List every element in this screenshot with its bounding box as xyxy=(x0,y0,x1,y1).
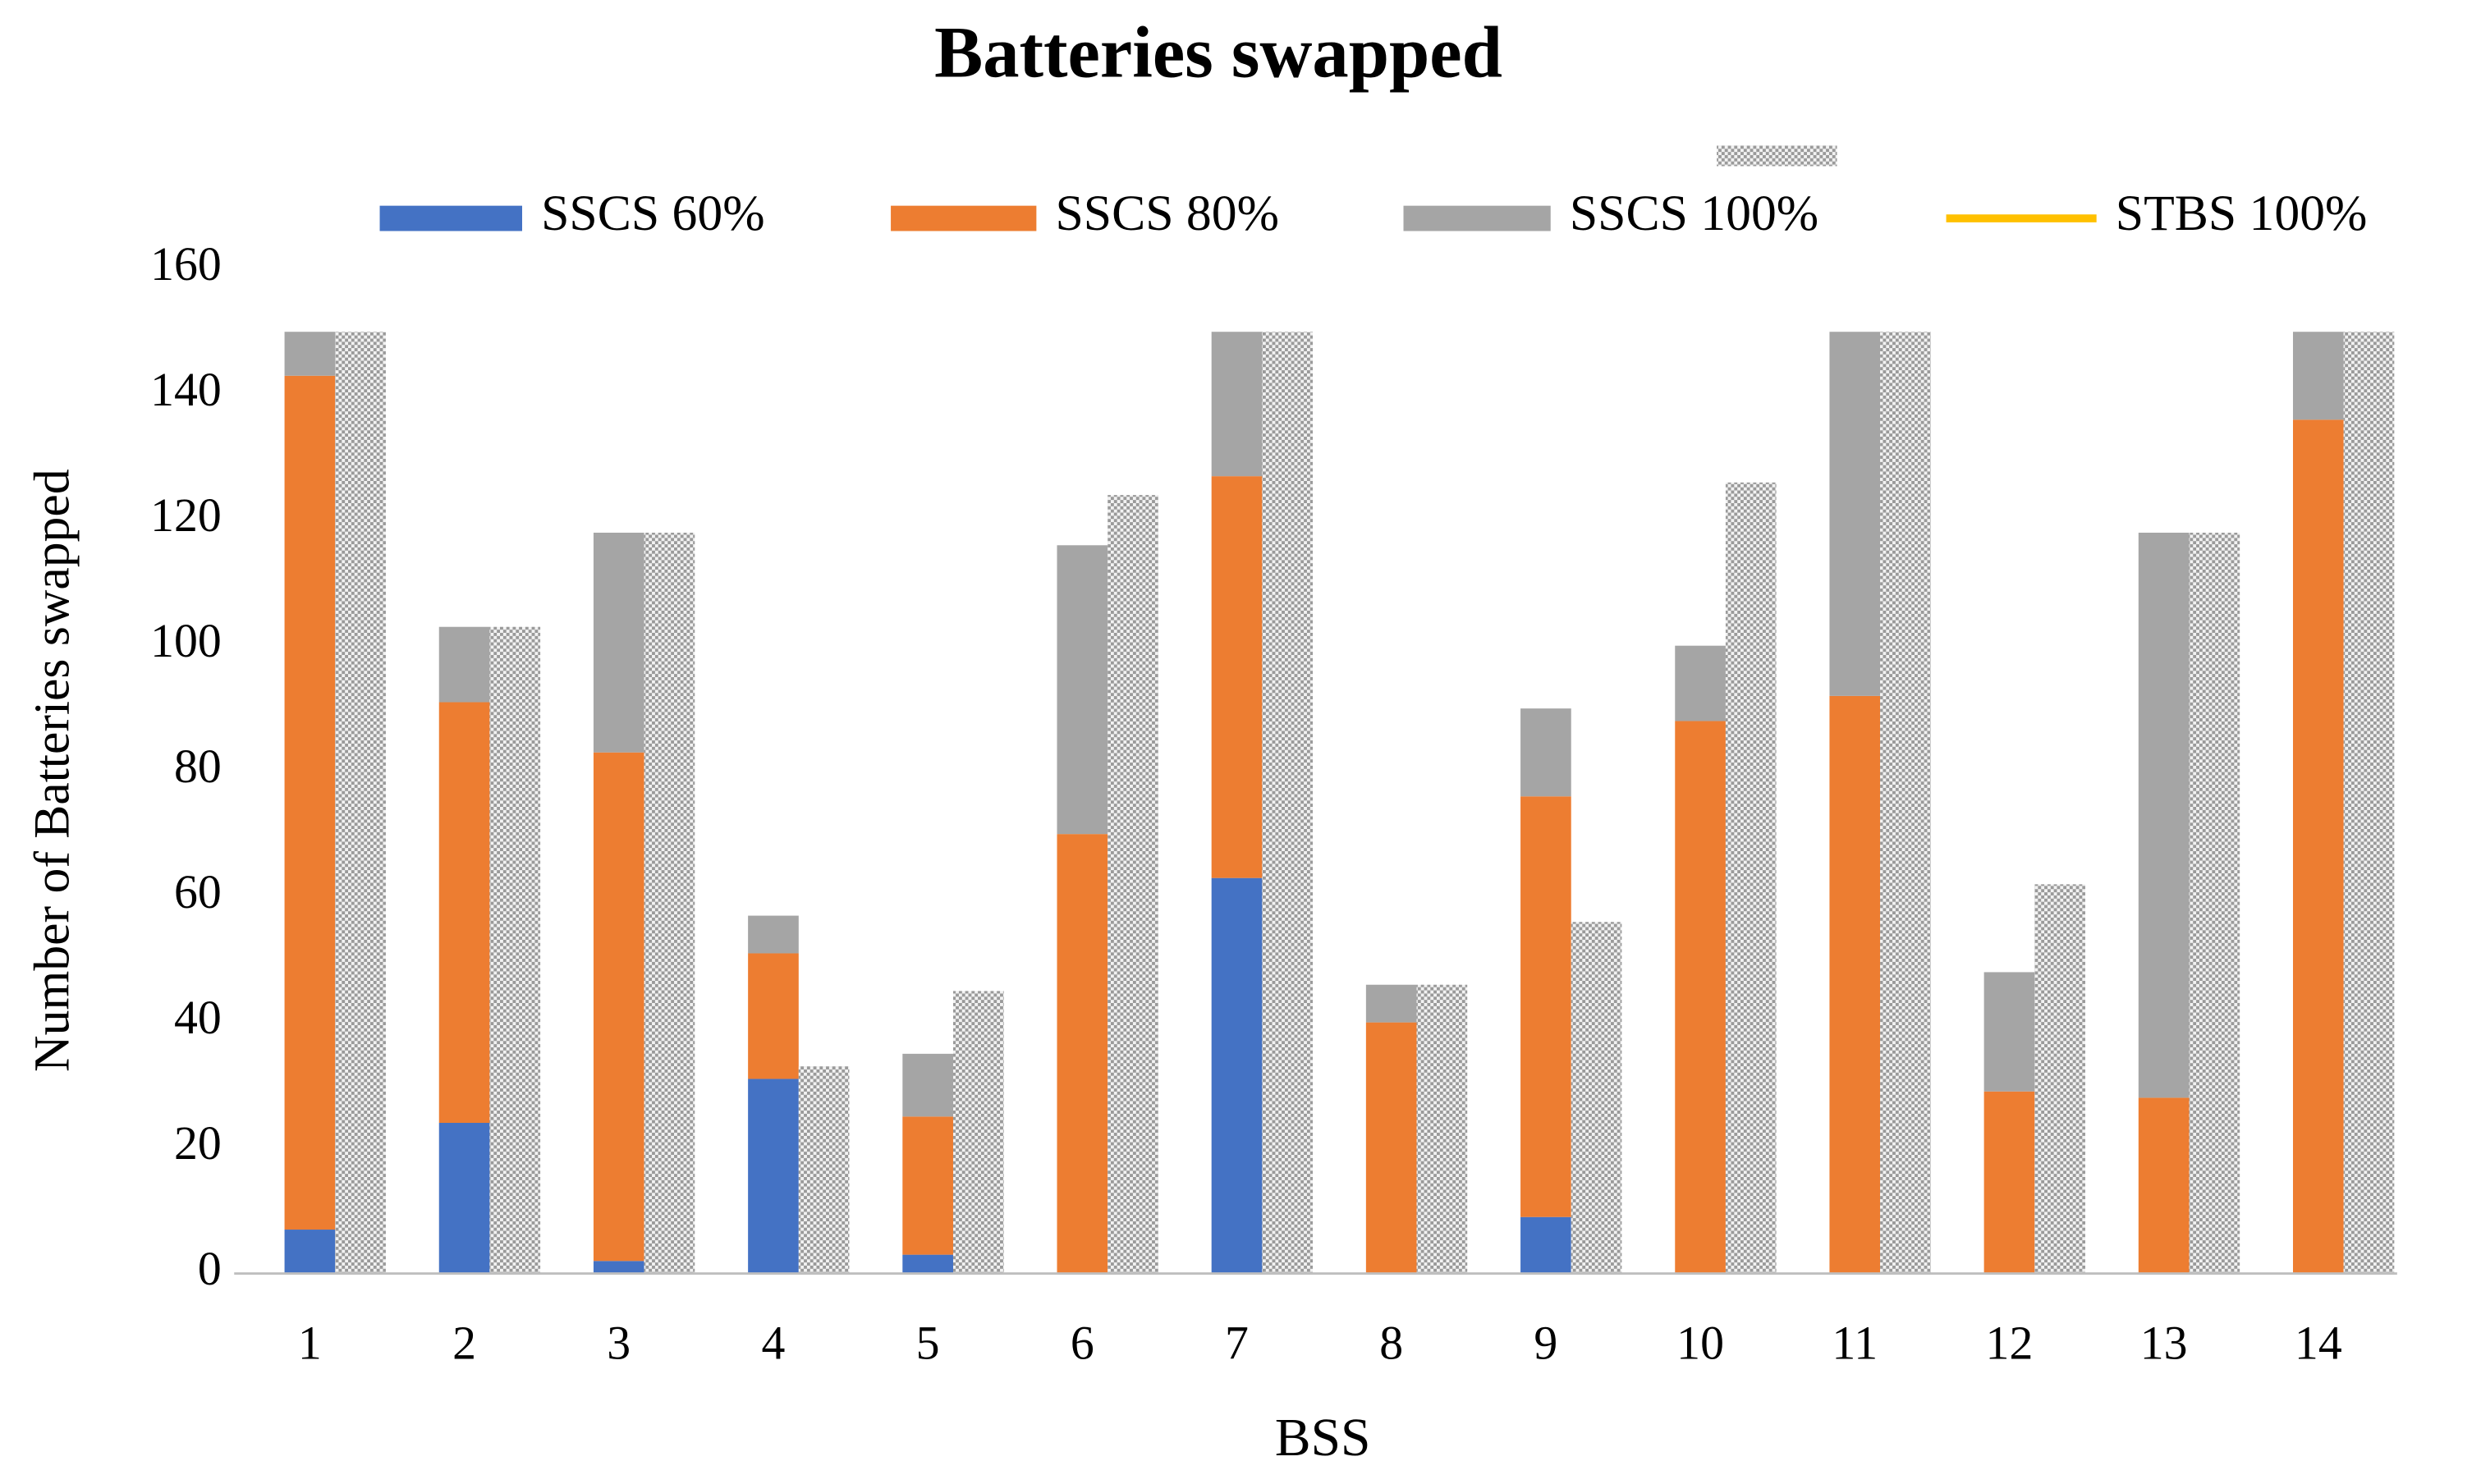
x-tick-label: 4 xyxy=(762,1316,786,1369)
bar-segment xyxy=(1211,476,1263,878)
bar-segment xyxy=(1416,984,1468,1274)
bar-segment xyxy=(438,1122,490,1274)
bar-segment xyxy=(2292,332,2344,420)
y-tick-label: 40 xyxy=(174,991,222,1044)
x-tick-label: 11 xyxy=(1832,1316,1878,1369)
bar-segment xyxy=(2189,532,2240,1274)
x-tick-label: 7 xyxy=(1225,1316,1249,1369)
bar-segment xyxy=(644,532,695,1274)
bar-segment xyxy=(593,1261,644,1274)
bar-segment xyxy=(1057,834,1108,1274)
bar-segment xyxy=(902,1053,953,1117)
x-tick-label: 2 xyxy=(452,1316,476,1369)
x-tick-label: 1 xyxy=(298,1316,322,1369)
bar-segment xyxy=(335,332,386,1274)
x-tick-label: 3 xyxy=(607,1316,631,1369)
x-tick-label: 13 xyxy=(2140,1316,2188,1369)
bar-segment xyxy=(438,626,490,703)
x-tick-label: 5 xyxy=(916,1316,940,1369)
bar-segment xyxy=(1725,482,1777,1274)
bar-segment xyxy=(902,1116,953,1255)
bar-segment xyxy=(593,532,644,753)
bar-segment xyxy=(1211,877,1263,1274)
bar-segment xyxy=(2138,1097,2190,1274)
x-tick-label: 10 xyxy=(1676,1316,1724,1369)
bar-segment xyxy=(2138,532,2190,1098)
legend-swatch xyxy=(379,205,523,231)
x-axis-label: BSS xyxy=(1275,1408,1371,1468)
y-tick-label: 60 xyxy=(174,865,222,918)
bar-segment xyxy=(2292,419,2344,1274)
x-tick-label: 12 xyxy=(1986,1316,2034,1369)
x-tick-label: 9 xyxy=(1534,1316,1557,1369)
bar-segment xyxy=(1829,332,1881,696)
bar-segment xyxy=(1520,1216,1571,1274)
bar-segment xyxy=(2343,332,2395,1274)
bar-segment xyxy=(284,332,336,376)
y-tick-label: 120 xyxy=(150,488,222,542)
y-tick-label: 140 xyxy=(150,363,222,416)
bar-segment xyxy=(1675,721,1726,1274)
bar-segment xyxy=(902,1254,953,1274)
legend-label: STBS 100% xyxy=(2116,186,2368,241)
bar-segment xyxy=(1880,332,1931,1274)
bar-segment xyxy=(593,752,644,1262)
bar-segment xyxy=(1571,922,1622,1274)
bar-segment xyxy=(1365,984,1417,1023)
bar-segment xyxy=(1262,332,1314,1274)
bar-segment xyxy=(748,915,799,954)
bar-segment xyxy=(1829,695,1881,1274)
y-tick-label: 20 xyxy=(174,1116,222,1170)
x-tick-label: 14 xyxy=(2295,1316,2342,1369)
legend-swatch xyxy=(891,205,1037,231)
y-tick-label: 0 xyxy=(198,1242,222,1295)
bar-segment xyxy=(1983,972,2035,1092)
bar-segment xyxy=(489,626,541,1274)
bar-segment xyxy=(2034,884,2085,1274)
bar-segment xyxy=(1211,332,1263,477)
y-tick-label: 100 xyxy=(150,614,222,667)
legend-pattern-swatch xyxy=(1717,145,1837,167)
bar-segment xyxy=(952,991,1004,1274)
bar-segment xyxy=(1675,645,1726,721)
bar-segment xyxy=(1108,495,1158,1274)
bar-segment xyxy=(438,702,490,1123)
bar-segment xyxy=(1520,796,1571,1217)
bar-segment xyxy=(284,375,336,1230)
bar-segment xyxy=(1365,1022,1417,1274)
bar-segment xyxy=(748,1079,799,1274)
bar-segment xyxy=(748,953,799,1079)
y-axis-label: Number of Batteries swapped xyxy=(25,469,80,1072)
legend-label: SSCS 80% xyxy=(1056,186,1279,241)
bar-segment xyxy=(284,1230,336,1274)
bar-segment xyxy=(798,1066,850,1274)
legend-label: SSCS 60% xyxy=(541,186,764,241)
y-tick-label: 160 xyxy=(150,237,222,291)
bar-segment xyxy=(1520,708,1571,797)
y-tick-label: 80 xyxy=(174,740,222,793)
chart-title: Batteries swapped xyxy=(934,13,1502,94)
bar-segment xyxy=(1057,545,1108,835)
x-tick-label: 6 xyxy=(1071,1316,1094,1369)
bar-segment xyxy=(1983,1091,2035,1274)
legend-label: SSCS 100% xyxy=(1570,186,1818,241)
legend-swatch xyxy=(1403,205,1551,231)
x-tick-label: 8 xyxy=(1379,1316,1403,1369)
